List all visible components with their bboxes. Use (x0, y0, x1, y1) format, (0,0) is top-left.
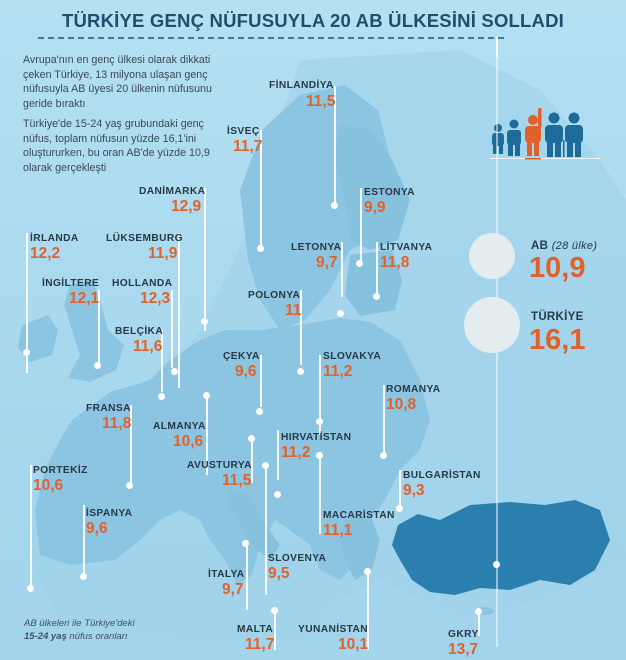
location-dot (396, 505, 403, 512)
location-dot (331, 202, 338, 209)
connector-line (300, 290, 302, 365)
location-dot (248, 435, 255, 442)
connector-line (260, 130, 262, 248)
page-title: TÜRKİYE GENÇ NÜFUSUYLA 20 AB ÜLKESİNİ SO… (61, 10, 565, 31)
connector-line (246, 540, 248, 610)
ab-value: 10,9 (529, 252, 586, 284)
connector-line (206, 395, 208, 475)
connector-line (341, 242, 343, 297)
connector-line (204, 188, 206, 331)
connector-line (251, 438, 253, 483)
connector-line (367, 570, 369, 650)
connector-line (274, 610, 276, 650)
connector-line (130, 405, 132, 485)
connector-line (399, 470, 401, 510)
location-dot (201, 318, 208, 325)
connector-line (376, 242, 378, 297)
location-dot (364, 568, 371, 575)
location-dot (271, 607, 278, 614)
connector-line (178, 233, 180, 388)
location-dot (316, 452, 323, 459)
connector-line (161, 330, 163, 392)
location-dot (158, 393, 165, 400)
connector-line (26, 233, 28, 373)
location-dot (94, 362, 101, 369)
location-dot (203, 392, 210, 399)
connector-line (30, 465, 32, 585)
ab-label: AB (28 ülke) (531, 240, 598, 252)
intro-paragraph-2: Türkiye'de 15-24 yaş grubundaki genç nüf… (23, 118, 210, 174)
location-dot (257, 245, 264, 252)
title-divider (38, 37, 504, 39)
people-group-icon (490, 108, 600, 160)
footnote: AB ülkeleri ile Türkiye'deki 15-24 yaş n… (24, 618, 135, 642)
location-dot-turkey (493, 561, 500, 568)
connector-line (260, 355, 262, 407)
location-dot (337, 310, 344, 317)
location-dot (126, 482, 133, 489)
location-dot (27, 585, 34, 592)
location-dot (171, 368, 178, 375)
location-dot (274, 491, 281, 498)
connector-line (319, 452, 321, 534)
location-dot (373, 293, 380, 300)
turkey-label: TÜRKİYE (531, 311, 584, 323)
location-dot (256, 408, 263, 415)
connector-line (478, 612, 480, 636)
connector-line (319, 355, 321, 435)
connector-line (265, 465, 267, 595)
connector-line (83, 505, 85, 575)
location-dot (356, 260, 363, 267)
location-dot (475, 608, 482, 615)
connector-line (360, 188, 362, 263)
location-dot (262, 462, 269, 469)
location-dot (80, 573, 87, 580)
connector-line (496, 37, 498, 57)
turkey-value: 16,1 (529, 324, 586, 356)
connector-line (277, 430, 279, 480)
location-dot (316, 418, 323, 425)
connector-line (383, 385, 385, 453)
connector-line (171, 290, 173, 368)
intro-paragraph-1: Avrupa'nın en genç ülkesi olarak dikkati… (23, 54, 212, 110)
location-dot (297, 368, 304, 375)
connector-line (98, 290, 100, 368)
location-dot (380, 452, 387, 459)
location-dot (242, 540, 249, 547)
connector-line (334, 86, 336, 206)
location-dot (23, 349, 30, 356)
ab-circle (469, 233, 515, 279)
turkey-circle (464, 297, 520, 353)
